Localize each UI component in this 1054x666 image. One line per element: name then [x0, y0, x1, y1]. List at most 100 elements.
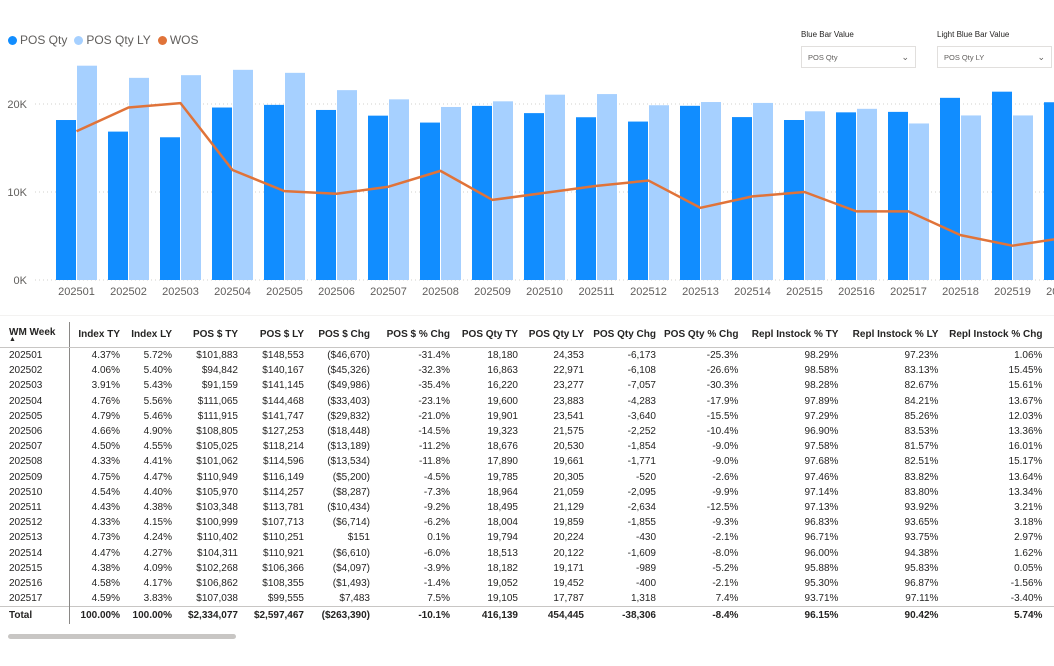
- table-cell: [1046, 394, 1054, 409]
- column-header[interactable]: WM Week ▲: [0, 322, 70, 348]
- bar-pos-qty: [576, 117, 596, 280]
- legend-item-wos[interactable]: WOS: [157, 33, 199, 47]
- table-cell: 19,661: [553, 456, 584, 468]
- table-cell: 4.41%: [143, 456, 172, 468]
- table-cell: 202508: [0, 454, 70, 470]
- table-cell: 4.06%: [91, 365, 120, 377]
- table-row[interactable]: 202516 4.58% 4.17% $106,862 $108,355 ($1,493)…: [0, 575, 1054, 591]
- column-header[interactable]: Index LY: [124, 322, 176, 348]
- bar-pos-qty-ly: [753, 102, 773, 281]
- table-cell: [1046, 409, 1054, 424]
- table-cell: 202502: [0, 363, 70, 379]
- table-cell: ($1,493): [332, 577, 370, 589]
- sort-ascending-icon[interactable]: ▲: [9, 335, 16, 343]
- bar-pos-qty: [784, 119, 804, 280]
- light-blue-bar-value-dropdown[interactable]: POS Qty LY ⌄: [937, 46, 1052, 68]
- table-cell: $106,366: [262, 562, 304, 574]
- table-cell: 19,785: [487, 471, 518, 483]
- table-cell: ($13,534): [327, 456, 370, 468]
- blue-bar-value-dropdown[interactable]: POS Qty ⌄: [801, 46, 916, 68]
- column-header[interactable]: Repl Instock % TY: [742, 322, 843, 348]
- table-cell: -9.3%: [712, 517, 739, 529]
- legend-label: POS Qty LY: [86, 33, 151, 47]
- table-row[interactable]: 202506 4.66% 4.90% $108,805 $127,253 ($18,448…: [0, 423, 1054, 440]
- column-header[interactable]: Re: [1046, 322, 1054, 348]
- table-cell: $148,553: [262, 350, 304, 362]
- table-cell: 4.17%: [143, 577, 172, 589]
- total-cell: 96.15%: [742, 606, 843, 625]
- table-cell: ($6,610): [332, 547, 370, 559]
- table-cell: [1046, 485, 1054, 500]
- y-tick-label: 20K: [7, 99, 27, 111]
- column-header[interactable]: POS Qty Chg: [588, 322, 660, 348]
- bar-pos-qty-ly: [493, 101, 513, 280]
- bar-pos-qty-ly: [961, 115, 981, 280]
- table-cell: 95.30%: [804, 577, 839, 589]
- table-cell: 18,182: [487, 562, 518, 574]
- bar-pos-qty: [56, 120, 76, 281]
- column-header[interactable]: POS Qty TY: [454, 322, 522, 348]
- table-row[interactable]: 202514 4.47% 4.27% $104,311 $110,921 ($6,610)…: [0, 545, 1054, 561]
- column-header[interactable]: Index TY: [69, 322, 124, 348]
- column-header[interactable]: POS $ Chg: [308, 322, 374, 348]
- table-cell: 1,318: [630, 593, 656, 605]
- table-cell: 82.67%: [904, 380, 939, 392]
- table-row[interactable]: 202509 4.75% 4.47% $110,949 $116,149 ($5,200)…: [0, 469, 1054, 485]
- table-cell: [1046, 378, 1054, 393]
- column-header[interactable]: Repl Instock % LY: [842, 322, 943, 348]
- legend-marker-icon: [74, 35, 84, 45]
- table-cell: 96.87%: [904, 577, 939, 589]
- table-row[interactable]: 202508 4.33% 4.41% $101,062 $114,596 ($13,534…: [0, 454, 1054, 470]
- table-cell: 3.83%: [143, 593, 172, 605]
- bar-pos-qty: [628, 121, 648, 281]
- column-header[interactable]: POS Qty LY: [522, 322, 588, 348]
- table-row[interactable]: 202501 4.37% 5.72% $101,883 $148,553 ($46,670…: [0, 347, 1054, 364]
- table-cell: -5.2%: [712, 562, 739, 574]
- blue-bar-value-slicer: Blue Bar Value POS Qty ⌄: [801, 28, 916, 68]
- table-cell: $118,214: [263, 441, 304, 453]
- table-cell: 202516: [0, 575, 70, 591]
- table-cell: [1046, 439, 1054, 454]
- table-cell: 96.71%: [804, 532, 839, 544]
- x-tick-label: 202504: [214, 286, 251, 298]
- table-row[interactable]: 202504 4.76% 5.56% $111,065 $144,468 ($33,403…: [0, 393, 1054, 409]
- table-row[interactable]: 202512 4.33% 4.15% $100,999 $107,713 ($6,714)…: [0, 515, 1054, 531]
- table-row[interactable]: 202515 4.38% 4.09% $102,268 $106,366 ($4,097)…: [0, 560, 1054, 576]
- table-cell: 83.80%: [904, 486, 939, 498]
- column-header[interactable]: Repl Instock % Chg: [942, 322, 1047, 348]
- table-cell: 96.90%: [804, 426, 839, 438]
- table-row[interactable]: 202510 4.54% 4.40% $105,970 $114,257 ($8,287)…: [0, 484, 1054, 500]
- legend-item-pos-qty[interactable]: POS Qty: [8, 33, 67, 47]
- legend-label: POS Qty: [20, 33, 68, 47]
- table-cell: 4.37%: [91, 350, 120, 362]
- table-cell: 97.14%: [804, 486, 839, 498]
- table-row[interactable]: 202511 4.43% 4.38% $103,348 $113,781 ($10,434…: [0, 499, 1054, 516]
- column-header[interactable]: POS $ % Chg: [374, 322, 454, 348]
- table-cell: 98.29%: [804, 350, 839, 362]
- table-cell: 15.17%: [1008, 456, 1043, 468]
- column-header[interactable]: POS $ TY: [176, 322, 242, 348]
- legend-item-pos-qty-ly[interactable]: POS Qty LY: [74, 33, 151, 47]
- table-cell: 4.24%: [143, 532, 172, 544]
- table-cell: $140,167: [262, 365, 304, 377]
- column-header[interactable]: POS Qty % Chg: [660, 322, 743, 348]
- table-cell: 13.34%: [1008, 486, 1043, 498]
- table-row[interactable]: 202503 3.91% 5.43% $91,159 $141,145 ($49,986)…: [0, 378, 1054, 394]
- table-cell: -2,634: [627, 501, 656, 513]
- horizontal-scrollbar[interactable]: [8, 634, 236, 639]
- table-row[interactable]: 202517 4.59% 3.83% $107,038 $99,555 $7,483 7.5…: [0, 591, 1054, 607]
- table-row[interactable]: 202513 4.73% 4.24% $110,402 $110,251 $151 0.1%…: [0, 530, 1054, 546]
- table-cell: -30.3%: [706, 380, 739, 392]
- table-cell: 4.73%: [91, 532, 120, 544]
- legend-label: WOS: [169, 33, 199, 47]
- table-cell: 7.4%: [715, 593, 739, 605]
- table-cell: $91,159: [201, 380, 238, 392]
- table-cell: [1046, 545, 1054, 560]
- bar-pos-qty-ly: [1013, 115, 1033, 280]
- column-header[interactable]: POS $ LY: [242, 322, 308, 348]
- table-cell: $144,468: [262, 395, 304, 407]
- table-cell: $111,065: [197, 395, 238, 407]
- table-row[interactable]: 202507 4.50% 4.55% $105,025 $118,214 ($13,189…: [0, 439, 1054, 455]
- table-row[interactable]: 202502 4.06% 5.40% $94,842 $140,167 ($45,326)…: [0, 363, 1054, 379]
- table-row[interactable]: 202505 4.79% 5.46% $111,915 $141,747 ($29,832…: [0, 408, 1054, 424]
